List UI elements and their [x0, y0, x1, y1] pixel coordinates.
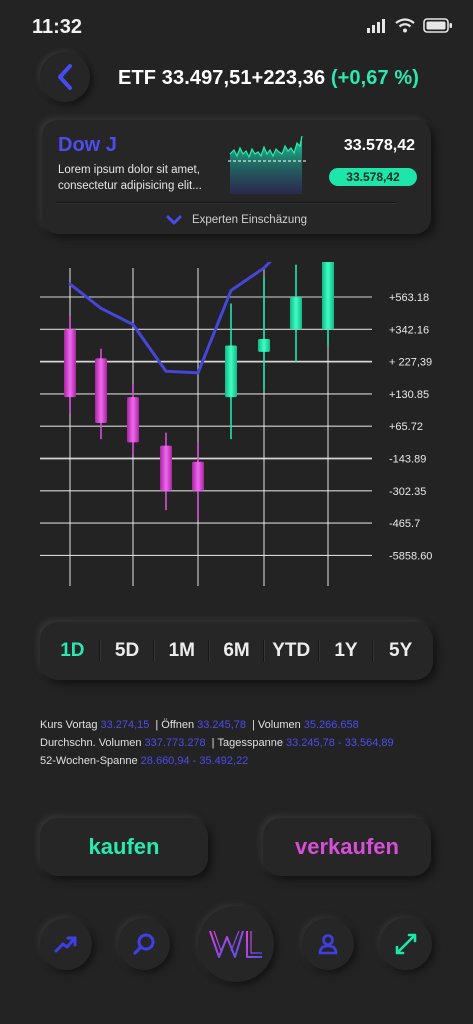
range-divider	[317, 640, 320, 662]
range-divider	[153, 640, 156, 662]
user-icon	[318, 934, 338, 955]
week52-range-label: 52-Wochen-Spanne	[40, 755, 138, 767]
stats-row-1: Kurs Vortag 33.274,15 | Öffnen 33.245,78 | Vol…	[40, 719, 359, 731]
price-chart: +563.18 +342.16 + 227,39 +130.85 +65.72 -143.…	[40, 262, 432, 586]
candle-body	[127, 397, 139, 443]
candle-body	[64, 329, 76, 398]
range-ytd[interactable]: YTD	[272, 640, 311, 661]
range-divider	[98, 640, 101, 662]
y-tick-label: +342.16	[389, 324, 429, 336]
open-value: 33.245,78	[197, 719, 247, 731]
status-time: 11:32	[32, 16, 83, 38]
signal-icon	[367, 18, 385, 33]
prev-close-value: 33.274,15	[100, 719, 150, 731]
range-6m[interactable]: 6M	[223, 640, 250, 661]
trend-line	[68, 262, 272, 375]
range-divider	[208, 640, 211, 662]
buy-button[interactable]: kaufen	[40, 818, 208, 876]
stats-row-3: 52-Wochen-Spanne 28.660,94 - 35.492,22	[40, 752, 450, 770]
price-badge: 33.578,42	[329, 168, 417, 186]
nav-profile-button[interactable]	[302, 918, 354, 970]
trending-up-icon	[54, 936, 77, 953]
y-tick-label: -5858.60	[389, 550, 432, 562]
sparkline-chart	[228, 135, 306, 194]
candle-body	[160, 445, 172, 491]
avg-volume-label: Durchschn. Volumen	[40, 737, 142, 749]
range-divider	[262, 640, 265, 662]
range-1y[interactable]: 1Y	[334, 640, 358, 661]
header: ETF 33.497,51+223,36 (+0,67 %)	[0, 52, 473, 108]
status-icons	[367, 18, 453, 33]
prev-close-label: Kurs Vortag	[40, 719, 98, 731]
candle-body	[290, 297, 302, 330]
candle-body	[322, 262, 334, 330]
volume-label: Volumen	[257, 719, 301, 731]
market-stats: Kurs Vortag 33.274,15 | Öffnen 33.245,78 | Vol…	[40, 716, 450, 770]
chevron-down-icon	[166, 215, 182, 224]
candle-body	[225, 345, 237, 398]
expert-rating-label: Experten Einschäzung	[191, 214, 308, 226]
index-price: 33.578,42	[343, 137, 415, 154]
wifi-icon	[395, 18, 415, 33]
swap-arrows-icon	[395, 933, 417, 955]
ticker-value: 33.497,51	[161, 67, 252, 89]
chevron-left-icon	[58, 64, 72, 90]
y-tick-label: -465.7	[389, 518, 420, 530]
range-1m[interactable]: 1M	[168, 640, 195, 661]
y-tick-label: -143.89	[389, 454, 426, 466]
volume-value: 35.266.658	[303, 719, 359, 731]
logo-icon	[209, 930, 262, 958]
range-selector: 1D 5D 1M 6M YTD 1Y 5Y	[40, 622, 433, 680]
range-5d[interactable]: 5D	[114, 640, 140, 661]
nav-search-button[interactable]	[118, 918, 170, 970]
y-tick-label: +563.18	[389, 292, 429, 304]
search-icon	[133, 933, 155, 955]
expert-rating-toggle[interactable]: Experten Einschäzung	[42, 212, 431, 228]
nav-home-button[interactable]	[198, 906, 274, 982]
y-tick-label: +65.72	[389, 421, 423, 433]
week52-range-value: 28.660,94 - 35.492,22	[140, 755, 249, 767]
ticker-change: +223,36	[251, 67, 326, 89]
nav-trends-button[interactable]	[40, 918, 92, 970]
index-title: Dow J	[58, 134, 117, 156]
battery-icon	[423, 18, 452, 33]
stats-row-2: Durchschn. Volumen 337.773.278 | Tagesspann…	[40, 737, 394, 749]
day-range-label: Tagesspanne	[217, 737, 283, 749]
sell-button[interactable]: verkaufen	[263, 818, 431, 876]
ticker-summary: ETF 33.497,51+223,36 (+0,67 %)	[118, 67, 419, 90]
avg-volume-value: 337.773.278	[144, 737, 206, 749]
y-tick-label: + 227,39	[389, 357, 432, 369]
status-bar: 11:32	[0, 0, 473, 52]
ticker-name: ETF	[118, 67, 157, 89]
nav-transfer-button[interactable]	[380, 918, 432, 970]
index-description: Lorem ipsum dolor sit amet, consectetur …	[58, 164, 202, 192]
candle-body	[95, 358, 107, 423]
open-label: Öffnen	[161, 719, 195, 731]
y-tick-label: -302.35	[389, 486, 426, 498]
day-range-value: 33.245,78 - 33.564,89	[285, 737, 394, 749]
index-card[interactable]: Dow J Lorem ipsum dolor sit amet, consec…	[42, 120, 431, 234]
range-5y[interactable]: 5Y	[389, 640, 413, 661]
y-tick-label: +130.85	[389, 389, 429, 401]
range-divider	[372, 640, 375, 662]
card-divider	[56, 202, 397, 204]
back-button[interactable]	[40, 52, 90, 102]
ticker-percent: (+0,67 %)	[330, 67, 420, 89]
candle-body	[192, 461, 204, 491]
range-1d[interactable]: 1D	[60, 640, 85, 661]
candle-body	[258, 338, 270, 352]
